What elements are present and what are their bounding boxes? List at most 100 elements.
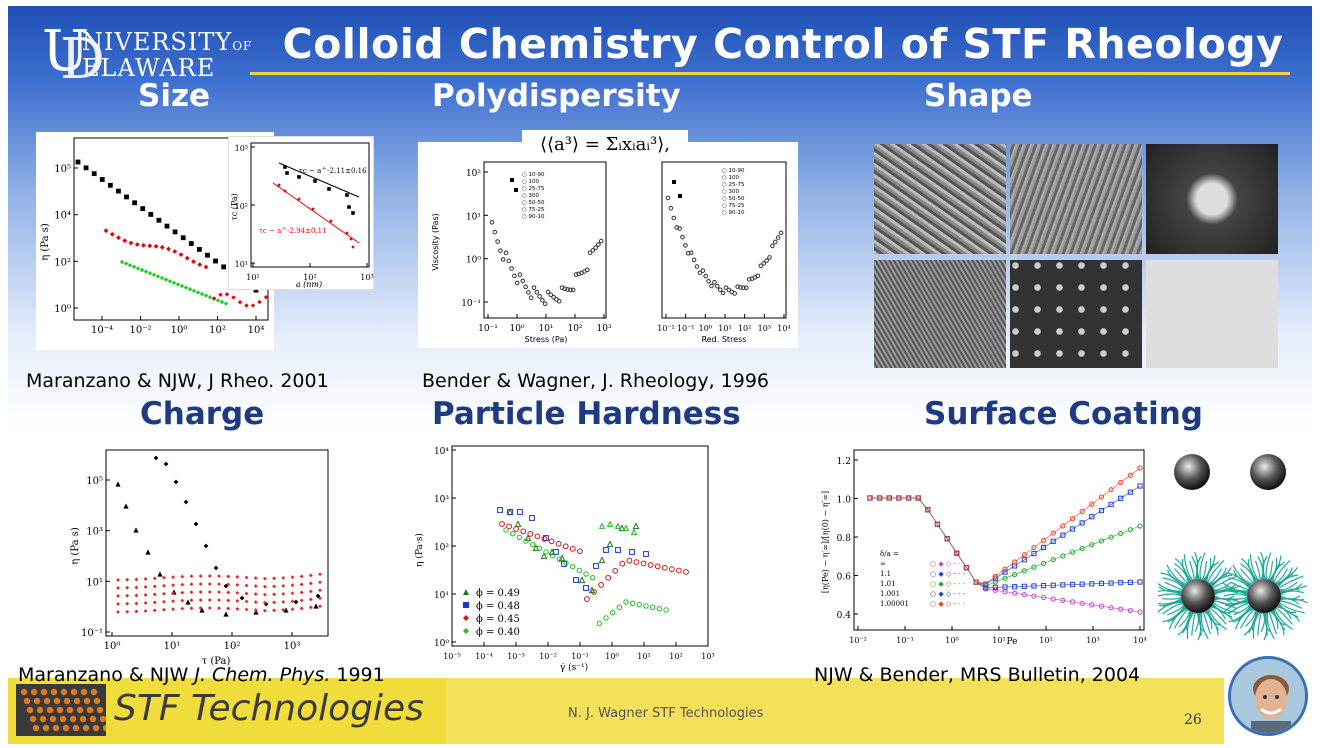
- data-point: [263, 576, 267, 581]
- data-point: [583, 571, 589, 577]
- data-point: [514, 188, 518, 192]
- data-point: [162, 583, 166, 588]
- x-tick-label: 10⁻¹: [896, 636, 914, 645]
- data-point: [189, 590, 194, 595]
- data-point: [235, 583, 240, 587]
- stf-logo-dot: [49, 715, 57, 723]
- data-point: [1012, 590, 1018, 596]
- polymer-chain: [1211, 574, 1233, 588]
- y-tick-label: 0.8: [837, 534, 852, 544]
- data-point: [272, 584, 276, 589]
- polymer-chain: [1202, 611, 1211, 635]
- x-tick-label: 10³: [596, 324, 611, 334]
- x-tick-label: 10¹: [637, 652, 650, 661]
- legend-entry: ○ 10-90: [722, 168, 745, 174]
- data-point: [277, 183, 281, 187]
- data-point: [349, 237, 353, 241]
- stf-logo-dot: [30, 688, 38, 696]
- data-point: [135, 266, 141, 271]
- data-point: [616, 604, 623, 611]
- stf-logo-dot: [90, 688, 98, 696]
- x-tick-label: 10⁻¹: [571, 652, 589, 661]
- x-tick-label: 10³: [758, 324, 771, 333]
- y-axis-label: [η(Pe) − η′∞]/[η(0) − η′∞]: [821, 491, 830, 593]
- data-point: [1002, 566, 1008, 572]
- data-point: [712, 280, 717, 285]
- data-point: [163, 277, 169, 282]
- data-point: [125, 585, 130, 590]
- data-point: [162, 591, 166, 596]
- stf-logo-dot: [79, 715, 87, 723]
- y-tick-label: 1.0: [837, 496, 852, 506]
- polymer-chain: [1164, 581, 1183, 591]
- footer-bar: [446, 678, 1224, 744]
- data-point: [568, 287, 573, 293]
- data-point: [198, 598, 203, 602]
- data-point: [189, 598, 194, 603]
- footer-brand: STF Technologies: [8, 678, 446, 744]
- data-point: [1040, 544, 1047, 551]
- data-point: [697, 270, 703, 276]
- x-tick-label: 10⁻⁵: [443, 652, 461, 661]
- data-point: [676, 567, 682, 574]
- data-point: [134, 242, 140, 247]
- y-axis-label: Viscosity (Pas): [431, 213, 440, 271]
- polymer-chain: [1158, 583, 1182, 592]
- data-point: [593, 245, 598, 250]
- data-point: [934, 521, 941, 527]
- data-point: [513, 526, 520, 532]
- brush-sphere-icon: [1158, 551, 1242, 641]
- data-point: [263, 584, 267, 589]
- data-point: [226, 574, 231, 579]
- data-point: [257, 299, 262, 305]
- data-point: [514, 520, 522, 528]
- fit-label-black: τc ~ a^-2.11±0.16: [299, 167, 367, 175]
- sphere-icon: [1181, 579, 1215, 613]
- data-point: [587, 250, 593, 256]
- polymer-chain: [1209, 607, 1227, 625]
- data-point: [954, 550, 960, 556]
- y-tick-label: 10¹: [466, 212, 481, 222]
- polymer-chain: [1220, 598, 1248, 605]
- data-point: [578, 576, 586, 584]
- data-point: [207, 606, 212, 610]
- data-point: [140, 206, 146, 212]
- data-point: [1127, 527, 1133, 533]
- polymer-chain: [1270, 611, 1279, 630]
- polymer-chain: [1239, 609, 1255, 629]
- sem-image: [874, 260, 1006, 368]
- legend-marker: ○ ◆ ◇ - - -: [930, 570, 966, 578]
- polymer-chain: [1158, 593, 1182, 597]
- data-point: [218, 292, 223, 297]
- legend-entry: ϕ = 0.48: [476, 601, 520, 612]
- data-point: [1002, 575, 1008, 581]
- data-point: [463, 589, 469, 595]
- data-point: [180, 606, 185, 611]
- data-point: [244, 591, 249, 596]
- data-point: [318, 604, 322, 609]
- sem-image: [1010, 260, 1142, 368]
- data-point: [606, 540, 614, 548]
- data-point: [299, 582, 304, 587]
- data-point: [758, 263, 764, 269]
- data-point: [630, 528, 638, 535]
- data-point: [598, 522, 606, 529]
- data-point: [253, 609, 259, 615]
- data-point: [517, 509, 523, 515]
- data-point: [125, 593, 130, 598]
- data-point: [553, 549, 559, 555]
- data-point: [281, 592, 286, 596]
- data-point: [1127, 489, 1133, 495]
- data-point: [686, 250, 691, 256]
- data-point: [263, 295, 269, 300]
- data-point: [500, 257, 506, 262]
- logo-letter-u: U: [42, 19, 90, 84]
- plot-frame: [483, 161, 607, 319]
- data-point: [1089, 514, 1095, 520]
- data-point: [1108, 487, 1114, 493]
- coating-svg: 10⁻² 10⁻¹ 10⁰ 10¹ 10² 10³ 10⁴ 0.4 0.6 0.8 1.0 1.2 [η…: [821, 449, 1147, 647]
- data-point: [171, 583, 175, 588]
- data-point: [671, 215, 677, 221]
- data-point: [1137, 483, 1143, 489]
- data-point: [540, 552, 548, 560]
